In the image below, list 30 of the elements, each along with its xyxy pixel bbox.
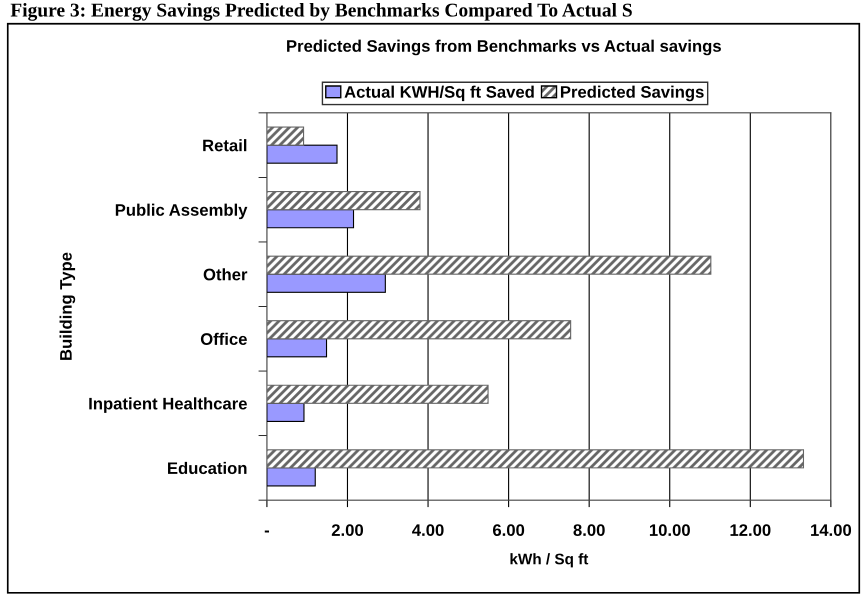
x-axis-title: kWh / Sq ft — [510, 553, 588, 568]
x-tick-label: 12.00 — [730, 524, 770, 536]
bar — [266, 384, 489, 404]
legend-label: Predicted Savings — [560, 86, 704, 102]
x-tick-label: 2.00 — [332, 524, 364, 536]
bar — [266, 126, 304, 146]
y-tick-label: Education — [168, 462, 246, 474]
bar — [266, 467, 316, 486]
y-tick-label: Other — [204, 268, 248, 280]
y-tick-label: Office — [200, 332, 247, 345]
bar — [266, 449, 804, 468]
bar — [266, 256, 712, 275]
chart-title: Predicted Savings from Benchmarks vs Actual savings — [287, 40, 721, 56]
x-tick-label: - — [264, 530, 270, 533]
x-tick-label: 6.00 — [492, 524, 524, 536]
x-tick-label: 8.00 — [573, 524, 605, 536]
bar — [266, 144, 338, 164]
y-tick-label: Public Assembly — [116, 204, 248, 220]
x-tick-label: 4.00 — [412, 524, 444, 536]
y-tick-label: Retail — [203, 139, 246, 152]
bar — [266, 338, 328, 358]
caption: Figure 3: Energy Savings Predicted by Benchmarks Compared To Actual S — [10, 2, 632, 21]
x-tick-label: 14.00 — [811, 524, 852, 536]
legend-label: Actual KWH/Sq ft Saved — [344, 86, 534, 102]
bar — [266, 320, 572, 340]
bar — [266, 402, 305, 422]
y-axis-title: Building Type — [60, 252, 76, 360]
x-tick-label: 10.00 — [650, 524, 690, 536]
y-tick-label: Inpatient Healthcare — [89, 397, 247, 413]
bar — [266, 191, 421, 210]
